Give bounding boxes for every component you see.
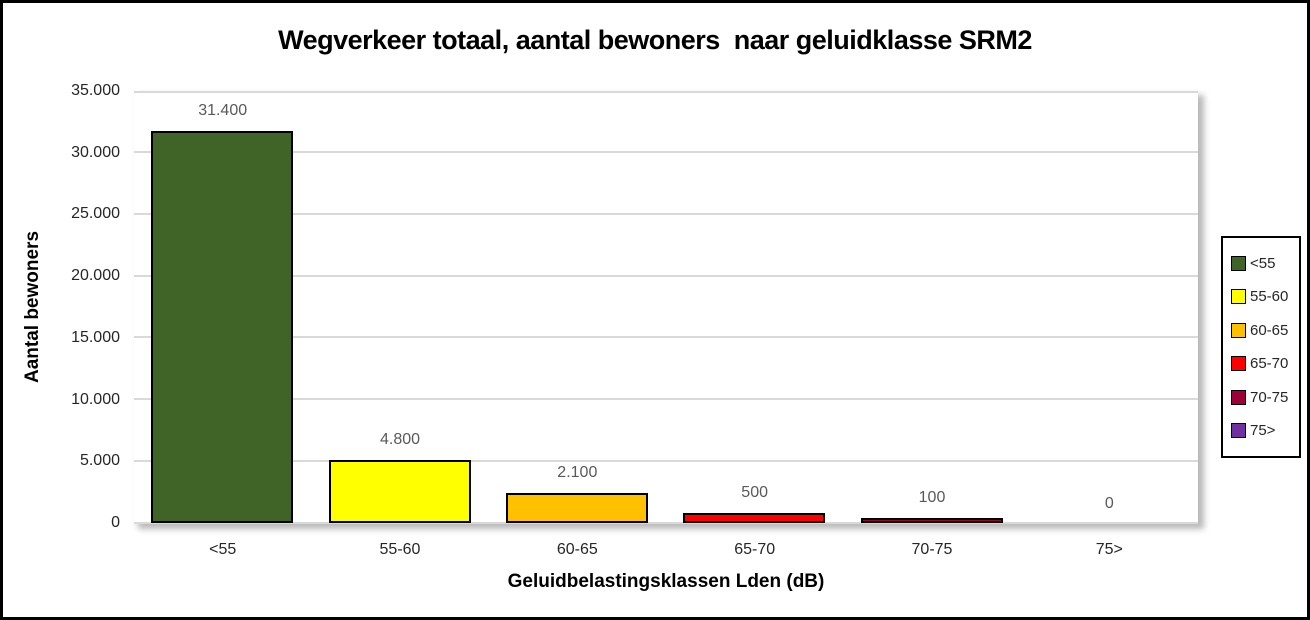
x-axis-title: Geluidbelastingsklassen Lden (dB) bbox=[507, 571, 825, 592]
gridline bbox=[134, 274, 1198, 277]
bar-value-label: 0 bbox=[1104, 495, 1114, 512]
bar-value-label: 4.800 bbox=[379, 430, 421, 448]
legend-item: <55 bbox=[1223, 255, 1299, 272]
legend-label: 55-60 bbox=[1250, 288, 1289, 306]
legend-item: 75> bbox=[1223, 422, 1299, 439]
x-tick-label: 55-60 bbox=[379, 541, 421, 558]
legend-label: 75> bbox=[1250, 422, 1276, 440]
legend-swatch bbox=[1231, 356, 1246, 372]
y-tick-label: 20.000 bbox=[71, 267, 120, 285]
bar-60-65 bbox=[505, 493, 648, 523]
x-tick-label: 70-75 bbox=[911, 541, 953, 558]
bar-55-60 bbox=[328, 459, 471, 523]
legend-item: 60-65 bbox=[1223, 322, 1299, 339]
gridline bbox=[134, 521, 1198, 524]
y-tick-label: 5.000 bbox=[79, 452, 120, 470]
y-axis-title: Aantal bewoners bbox=[22, 230, 43, 384]
bar-value-label: 500 bbox=[741, 483, 768, 501]
legend-item: 65-70 bbox=[1223, 355, 1299, 372]
legend-label: 70-75 bbox=[1250, 388, 1289, 406]
x-tick-label: 65-70 bbox=[734, 541, 776, 558]
y-tick-label: 35.000 bbox=[71, 82, 120, 99]
legend-item: 55-60 bbox=[1223, 288, 1299, 305]
legend-swatch bbox=[1231, 423, 1246, 439]
legend-label: 65-70 bbox=[1250, 355, 1289, 373]
gridline bbox=[134, 336, 1198, 339]
bar-value-label: 2.100 bbox=[557, 464, 598, 482]
gridline bbox=[134, 91, 1198, 93]
legend-label: 60-65 bbox=[1250, 321, 1289, 339]
bar-<55 bbox=[151, 131, 294, 523]
x-tick-label: 75> bbox=[1095, 541, 1123, 558]
plot-area: 31.400 4.800 2.100 500 100 0 bbox=[134, 91, 1198, 524]
y-tick-label: 15.000 bbox=[71, 328, 120, 346]
bar-70-75 bbox=[860, 517, 1003, 523]
gridline bbox=[134, 459, 1198, 462]
y-tick-label: 25.000 bbox=[71, 205, 120, 223]
legend-item: 70-75 bbox=[1223, 389, 1299, 406]
gridline bbox=[134, 398, 1198, 401]
legend-label: <55 bbox=[1250, 254, 1276, 272]
bar-value-label: 100 bbox=[918, 488, 946, 506]
x-tick-label: <55 bbox=[209, 541, 237, 558]
legend-swatch bbox=[1231, 255, 1246, 271]
x-tick-label: 60-65 bbox=[556, 541, 598, 558]
legend-swatch bbox=[1231, 322, 1246, 338]
gridline bbox=[134, 151, 1198, 154]
gridline bbox=[134, 212, 1198, 215]
bar-value-label: 31.400 bbox=[198, 102, 248, 120]
bar-65-70 bbox=[683, 512, 826, 523]
legend-swatch bbox=[1231, 389, 1246, 405]
legend: <55 55-60 60-65 65-70 70-75 75> bbox=[1221, 236, 1301, 458]
y-tick-label: 30.000 bbox=[71, 143, 120, 161]
chart-title: Wegverkeer totaal, aantal bewoners naar … bbox=[278, 25, 1032, 55]
legend-swatch bbox=[1231, 289, 1246, 305]
y-tick-label: 0 bbox=[111, 514, 120, 531]
y-tick-label: 10.000 bbox=[71, 390, 120, 408]
